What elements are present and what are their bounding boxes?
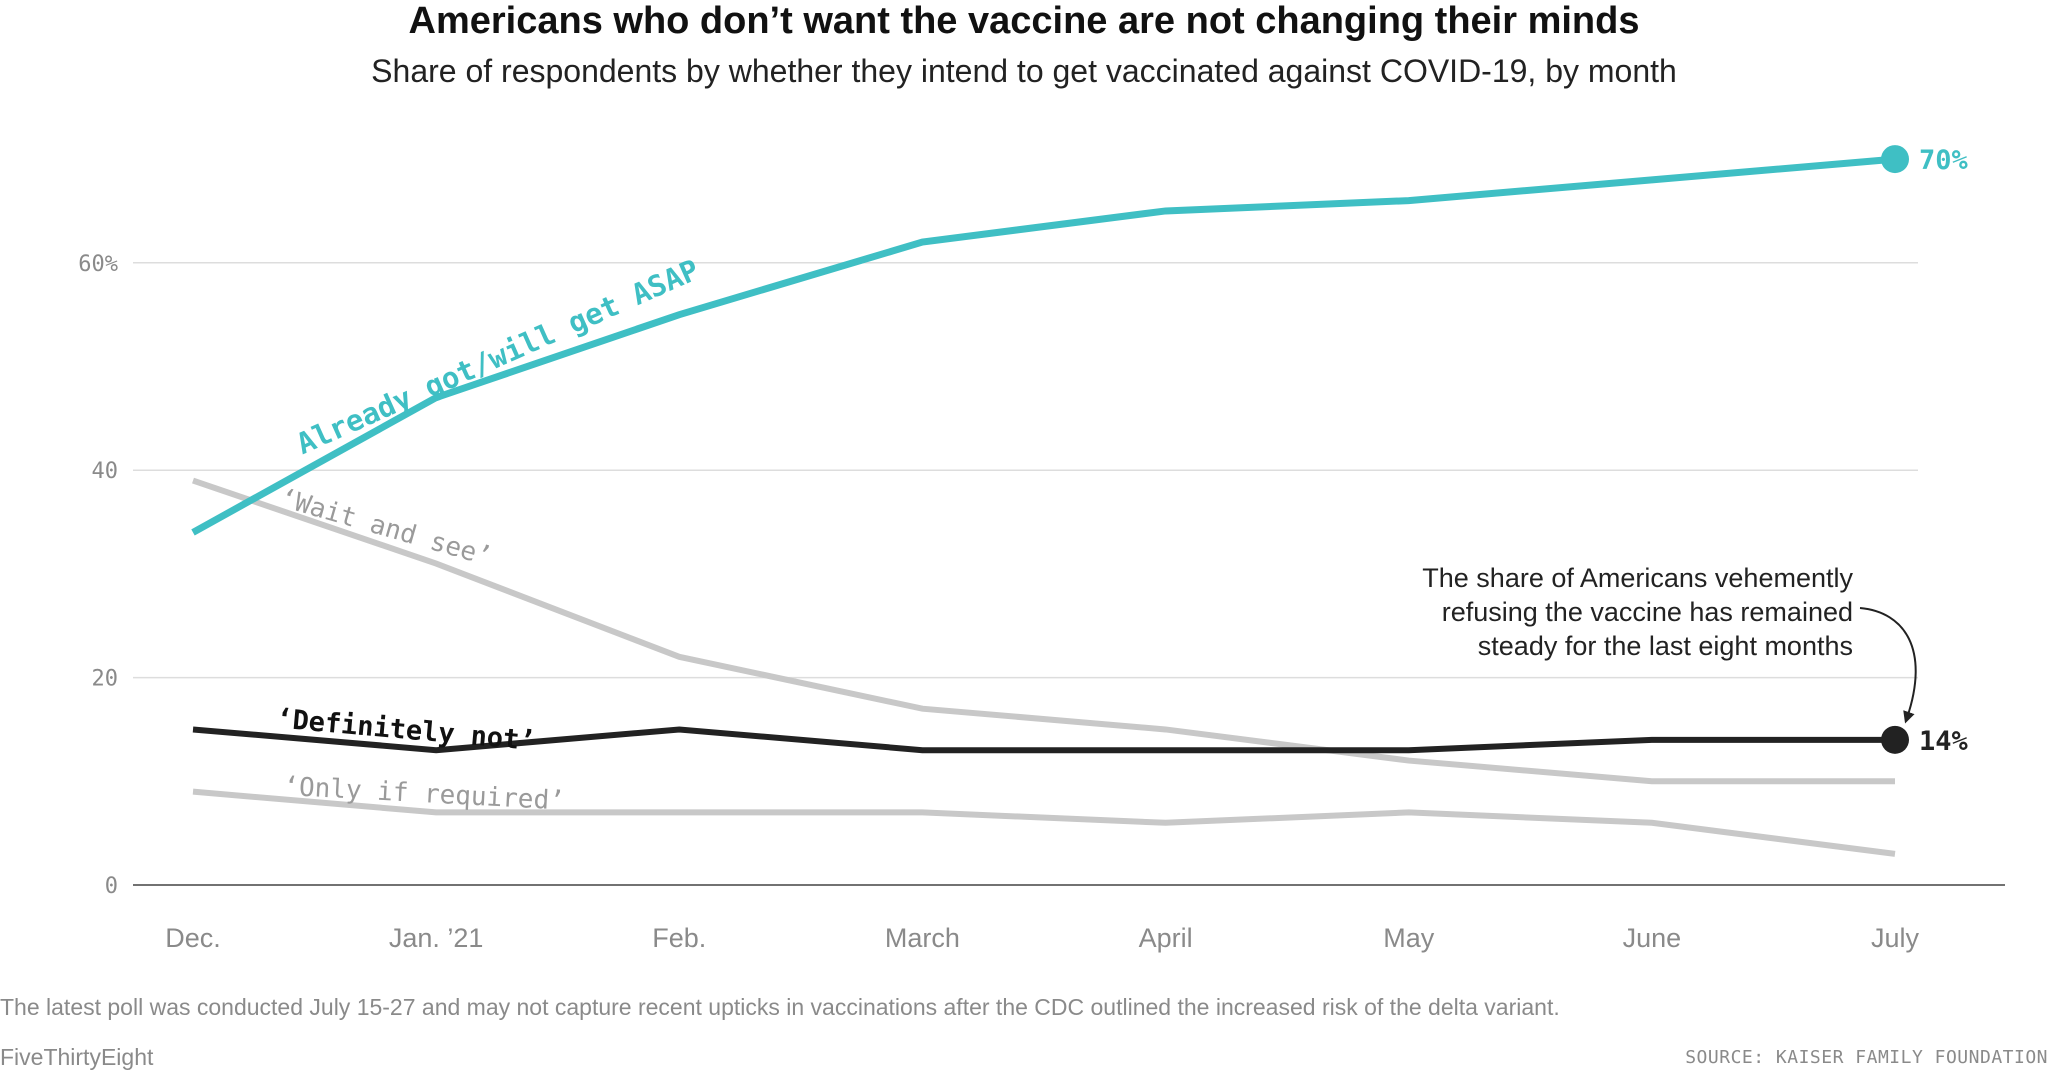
series-name-label: Already got/will get ASAP bbox=[291, 252, 704, 461]
x-tick-label: June bbox=[1623, 923, 1682, 953]
x-tick-label: Dec. bbox=[165, 923, 221, 953]
x-tick-label: April bbox=[1139, 923, 1193, 953]
annotation-arrow bbox=[1859, 607, 1917, 724]
line-chart: 0 20 40 60% Dec. Jan. ’21 Feb. March April May Jun… bbox=[78, 145, 2005, 953]
series-line bbox=[192, 788, 1896, 857]
annotation-text: refusing the vaccine has remained bbox=[1442, 597, 1853, 627]
x-tick-label: Jan. ’21 bbox=[389, 923, 484, 953]
brand-credit: FiveThirtyEight bbox=[0, 1044, 154, 1070]
series-end-label: 14% bbox=[1919, 726, 1969, 757]
series-end-dot bbox=[1881, 145, 1909, 174]
y-tick-label: 0 bbox=[105, 874, 118, 899]
source-credit: SOURCE: KAISER FAMILY FOUNDATION bbox=[1685, 1047, 2048, 1068]
annotation-text: steady for the last eight months bbox=[1478, 631, 1853, 661]
series-end-dot bbox=[1881, 725, 1909, 754]
series-line bbox=[191, 155, 1896, 536]
series-line bbox=[192, 477, 1895, 785]
x-tick-label: Feb. bbox=[652, 923, 706, 953]
chart-title: Americans who don’t want the vaccine are… bbox=[408, 0, 1640, 42]
x-tick-label: March bbox=[885, 923, 960, 953]
series-line bbox=[192, 726, 1895, 754]
x-tick-label: May bbox=[1383, 923, 1435, 953]
chart-subtitle: Share of respondents by whether they int… bbox=[371, 53, 1677, 89]
series-name-label: ‘Wait and see’ bbox=[276, 483, 495, 572]
y-tick-label: 40 bbox=[92, 459, 119, 484]
y-tick-label: 20 bbox=[92, 667, 119, 692]
y-tick-label: 60% bbox=[78, 252, 118, 277]
annotation-text: The share of Americans vehemently bbox=[1422, 563, 1853, 593]
footnote: The latest poll was conducted July 15-27… bbox=[0, 994, 1560, 1020]
x-tick-label: July bbox=[1871, 923, 1920, 953]
series-end-label: 70% bbox=[1919, 145, 1969, 176]
